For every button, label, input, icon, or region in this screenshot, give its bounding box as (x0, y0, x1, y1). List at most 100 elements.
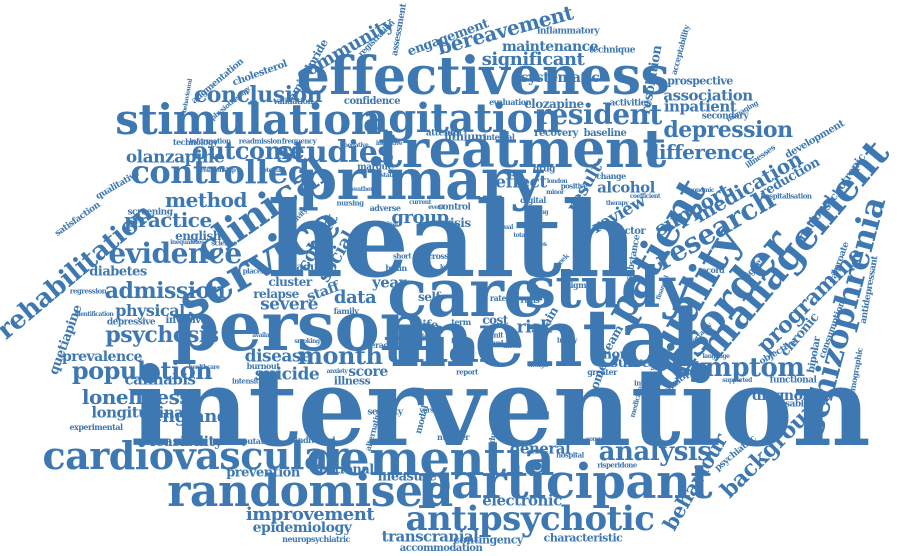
word-experimental: experimental (69, 423, 122, 431)
word-severity: severity (367, 409, 402, 418)
word-systematic: systematic (521, 71, 599, 85)
word-intensity: intensity (232, 378, 262, 385)
word-information: information (189, 138, 230, 145)
word-number: number (437, 433, 469, 441)
word-computer: computer (586, 437, 614, 443)
word-cross: cross (428, 252, 449, 260)
word-functional: functional (770, 377, 817, 386)
word-characteristic: characteristic (544, 533, 623, 544)
word-family: family (334, 307, 359, 315)
word-potential: potential (259, 168, 285, 174)
word-inequalities: inequalities (170, 240, 204, 246)
word-weather: weather (349, 187, 372, 193)
word-available: available (252, 333, 278, 339)
word-greater: greater (587, 368, 617, 376)
word-therapy: therapy (606, 201, 628, 207)
word-report: report (456, 369, 478, 376)
word-science: science (211, 240, 237, 247)
word-living: living (419, 333, 441, 341)
word-burnout: burnout (247, 362, 280, 370)
word-diabetes: diabetes (89, 266, 146, 279)
word-level: level (487, 340, 503, 347)
word-rate: rate (490, 294, 506, 302)
word-individual: individual (295, 436, 335, 444)
word-confidence: confidence (344, 97, 400, 107)
word-version: version (419, 407, 444, 414)
word-satisfaction: satisfaction (54, 201, 102, 239)
word-frequency: frequency (282, 138, 317, 145)
word-life: life (418, 319, 438, 331)
word-sectional: sectional (312, 464, 373, 477)
word-change: change (596, 172, 625, 180)
word-rtms: rtms (521, 296, 540, 304)
word-economic: economic (686, 188, 714, 194)
word-cost: cost (482, 314, 508, 326)
word-adverse: adverse (370, 204, 401, 212)
word-year: year (372, 276, 406, 291)
word-maintenance: maintenance (502, 40, 598, 54)
word-coefficient: coefficient (630, 194, 660, 200)
word-total: total (513, 233, 526, 239)
word-short: short (393, 253, 411, 260)
word-crisis: crisis (437, 217, 470, 229)
word-method: method (165, 190, 247, 210)
word-relationship: relationship (201, 168, 236, 174)
word-regression: regression (70, 288, 106, 295)
word-negative: negative (344, 143, 369, 149)
word-nursing: nursing (337, 200, 364, 207)
word-inflammatory: inflammatory (537, 28, 599, 37)
word-hospitalisation: hospitalisation (761, 193, 812, 200)
word-raising: raising (528, 210, 548, 216)
word-term: term (451, 318, 470, 326)
word-design: design (528, 363, 547, 369)
word-recovery: recovery (534, 129, 578, 139)
word-feasibility: feasibility (150, 435, 222, 449)
word-injury: injury (557, 337, 577, 344)
word-imputation: imputation (232, 437, 277, 445)
word-technique: technique (589, 47, 635, 56)
word-prevalence: prevalence (62, 350, 142, 364)
word-illness: illness (334, 376, 370, 387)
word-neuropsychiatric: neuropsychiatric (282, 535, 350, 543)
word-identification: identification (75, 312, 114, 318)
word-statistic: statistic (381, 173, 404, 179)
word-invasive: invasive (166, 316, 207, 326)
word-admission: admission (105, 280, 226, 302)
word-prevention: prevention (226, 467, 300, 480)
word-lower: lower (440, 265, 456, 271)
word-epidemiology: epidemiology (253, 521, 352, 535)
word-readmission: readmission (239, 138, 281, 145)
word-drug: drug (533, 166, 555, 175)
word-electronic: electronic (482, 494, 562, 509)
word-effect: effect (495, 175, 546, 192)
word-minor: minor (546, 190, 564, 196)
word-record: record (698, 266, 724, 274)
word-incentive: incentive (376, 141, 402, 147)
word-risperidone: risperidone (597, 462, 637, 469)
word-baseline: baseline (584, 129, 627, 139)
word-association: association (663, 89, 752, 104)
word-london: london (547, 179, 567, 185)
word-clozapine: clozapine (524, 98, 583, 110)
word-healthcare: healthcare (189, 365, 220, 371)
word-screening: screening (127, 209, 172, 218)
word-smoking: smoking (294, 339, 319, 345)
word-depressive: depressive (107, 319, 155, 328)
word-placebo: placebo (243, 268, 270, 275)
word-cannabis: cannabis (124, 373, 195, 388)
word-related: related (517, 413, 549, 422)
word-anxiety: anxiety (327, 369, 348, 375)
word-difference: difference (645, 142, 754, 162)
word-event: event (428, 205, 444, 211)
word-activities: activities (610, 100, 651, 109)
word-digital: digital (520, 196, 546, 204)
word-validation: validation (273, 97, 313, 105)
word-disability: disability (776, 401, 818, 410)
word-trial: trial (384, 322, 497, 370)
word-unit: unit (489, 332, 503, 339)
word-acceptability: acceptability (670, 24, 691, 75)
word-prospective: prospective (667, 76, 733, 87)
word-adult: adult (296, 262, 326, 273)
word-interval: interval (484, 133, 515, 141)
